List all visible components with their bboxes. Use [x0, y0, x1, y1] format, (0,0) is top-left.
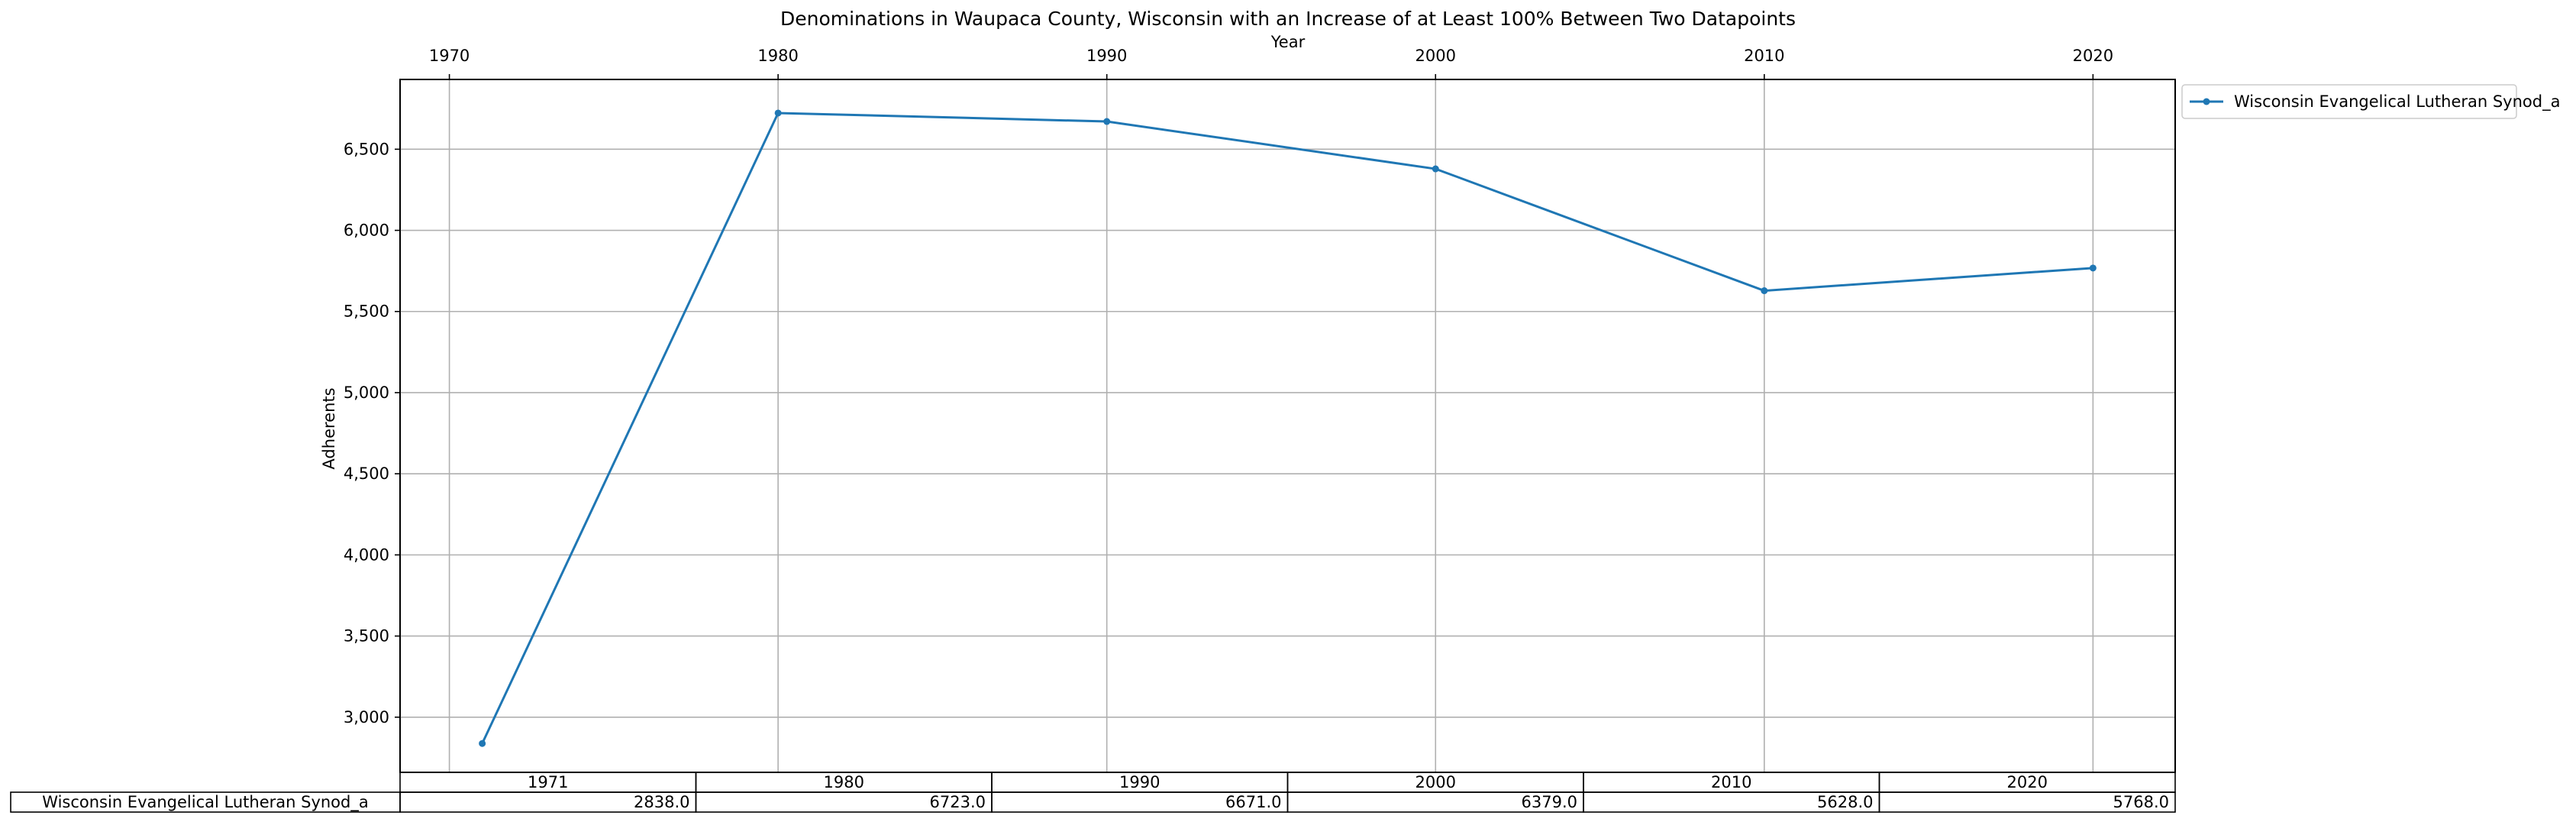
table-row-label: Wisconsin Evangelical Lutheran Synod_a [42, 793, 368, 812]
table-header-label: 1980 [824, 773, 864, 791]
legend-marker [2203, 98, 2210, 105]
x-ticks: 1970 1980 1990 2000 2010 2020 [429, 47, 2113, 79]
y-tick-label: 6,500 [344, 140, 389, 158]
legend-box [2181, 84, 2517, 119]
grid [400, 79, 2175, 772]
table-header-label: 1990 [1119, 773, 1160, 791]
data-table: 1971 1980 1990 2000 2010 2020 Wisconsin Evange… [10, 772, 2176, 813]
table-cell-value: 2838.0 [634, 793, 689, 811]
legend-label: Wisconsin Evangelical Lutheran Synod_a [2234, 92, 2560, 112]
y-ticks: 3,000 3,500 4,000 4,500 5,000 5,500 6,000 6,500 [344, 140, 400, 727]
table-cell [1878, 791, 2176, 813]
table-cell-value: 5628.0 [1817, 793, 1873, 811]
x-tick-label: 2010 [1744, 47, 1784, 65]
y-tick-label: 3,500 [344, 627, 389, 646]
series-line [481, 112, 2093, 744]
table-header-label: 2010 [1711, 773, 1751, 791]
table-header-label: 1971 [528, 773, 568, 791]
y-tick-label: 6,000 [344, 222, 389, 240]
x-tick-label: 2000 [1416, 47, 1456, 65]
data-point [1103, 118, 1111, 125]
x-axis-label: Year [1270, 33, 1306, 51]
y-tick-label: 3,000 [344, 708, 389, 727]
table-cell-value: 6723.0 [930, 793, 986, 811]
x-tick-label: 1990 [1086, 47, 1127, 65]
table-cell-value: 5768.0 [2113, 793, 2169, 811]
table-cell-value: 6379.0 [1522, 793, 1577, 811]
y-tick-label: 4,500 [344, 464, 389, 483]
x-tick-label: 2020 [2073, 47, 2113, 65]
x-tick-label: 1970 [429, 47, 470, 65]
data-point [774, 109, 782, 117]
y-axis-label: Adherents [320, 387, 338, 469]
table-header-label: 2020 [2007, 773, 2048, 791]
table-header-label: 2000 [1416, 773, 1456, 791]
x-tick-label: 1980 [757, 47, 798, 65]
data-point [2089, 264, 2097, 272]
data-point [1761, 287, 1768, 295]
y-tick-label: 5,500 [344, 303, 389, 321]
y-tick-label: 5,000 [344, 383, 389, 402]
data-point [1432, 165, 1439, 173]
plot-area-frame [399, 79, 2176, 773]
chart-title: Denominations in Waupaca County, Wiscons… [780, 8, 1796, 30]
series-group [479, 109, 2097, 747]
table-cell-value: 6671.0 [1225, 793, 1281, 811]
y-tick-label: 4,000 [344, 545, 389, 564]
data-point [479, 739, 486, 747]
legend: Wisconsin Evangelical Lutheran Synod_a [2181, 84, 2560, 119]
